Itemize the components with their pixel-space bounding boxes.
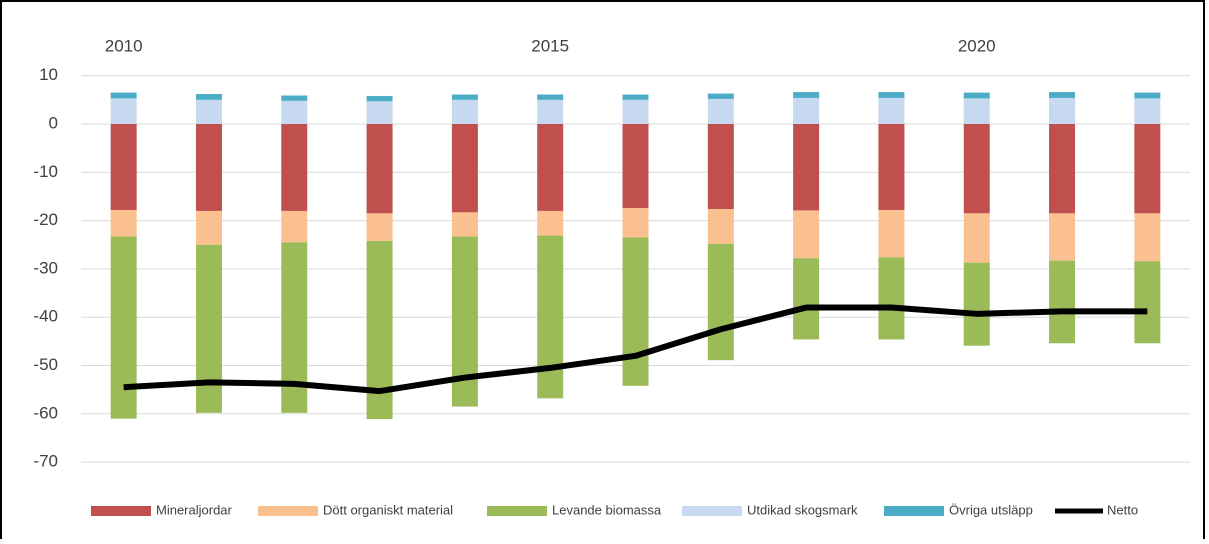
y-tick-label: -50 — [33, 355, 58, 374]
bar-segment — [110, 92, 137, 99]
bar-segment — [110, 236, 137, 419]
y-tick-label: -10 — [33, 162, 58, 181]
y-tick-label: -20 — [33, 210, 58, 229]
bar-segment — [707, 124, 734, 210]
bar-segment — [195, 94, 222, 100]
x-tick-label: 2015 — [531, 36, 569, 55]
bar-segment — [281, 95, 308, 101]
legend-swatch — [91, 506, 151, 516]
bar-segment — [622, 208, 649, 238]
bar-segment — [1049, 260, 1076, 344]
x-tick-label: 2020 — [958, 36, 996, 55]
bar-segment — [537, 124, 564, 211]
bar-segment — [281, 100, 308, 124]
bar-segment — [963, 262, 990, 346]
bar-segment — [1049, 124, 1076, 214]
bar-segment — [622, 237, 649, 386]
y-tick-label: -30 — [33, 258, 58, 277]
bar-segment — [622, 124, 649, 209]
legend-label: Utdikad skogsmark — [747, 502, 858, 517]
legend-label: Levande biomassa — [552, 502, 662, 517]
bar-segment — [537, 99, 564, 124]
bar-segment — [622, 99, 649, 124]
legend-label: Netto — [1107, 502, 1138, 517]
bar-segment — [366, 213, 393, 241]
bar-segment — [366, 95, 393, 102]
bar-segment — [366, 101, 393, 124]
legend-label: Mineraljordar — [156, 502, 233, 517]
bar-segment — [878, 92, 905, 98]
y-tick-label: 0 — [49, 113, 58, 132]
bar-segment — [1134, 213, 1161, 262]
bar-segment — [110, 124, 137, 210]
bar-segment — [878, 97, 905, 124]
bar-segment — [281, 210, 308, 243]
bar-segment — [707, 93, 734, 99]
bar-segment — [878, 124, 905, 210]
legend-label: Dött organiskt material — [323, 502, 453, 517]
line-series — [123, 304, 1148, 395]
bar-segment — [793, 124, 820, 211]
bar-segment — [537, 235, 564, 399]
bar-segment — [366, 124, 393, 214]
bar-segment — [1049, 213, 1076, 261]
bar-segment — [451, 212, 478, 237]
y-tick-label: -70 — [33, 452, 58, 471]
bar-segment — [451, 94, 478, 100]
bar-segment — [110, 98, 137, 124]
legend-swatch — [682, 506, 742, 516]
bar-segment — [195, 244, 222, 413]
bar-segment — [1134, 261, 1161, 344]
bar-segment — [1134, 92, 1161, 99]
bar-segment — [793, 97, 820, 124]
bar-segment — [281, 124, 308, 211]
bar-segment — [1049, 92, 1076, 98]
bar-segment — [451, 99, 478, 124]
bar-segment — [793, 258, 820, 340]
bar-segment — [110, 209, 137, 237]
bar-segment — [537, 94, 564, 100]
bar-segment — [878, 209, 905, 258]
bar-segment — [195, 210, 222, 245]
bar-segment — [793, 92, 820, 98]
bar-segment — [451, 124, 478, 213]
legend-swatch — [487, 506, 547, 516]
bar-segment — [622, 94, 649, 100]
bar-segment — [195, 99, 222, 124]
bar-segment — [963, 213, 990, 263]
bar-segment — [707, 243, 734, 361]
bar-segment — [963, 98, 990, 124]
y-tick-label: -40 — [33, 307, 58, 326]
bar-segment — [707, 209, 734, 244]
x-tick-label: 2010 — [105, 36, 143, 55]
y-tick-label: 10 — [39, 65, 58, 84]
bar-segment — [793, 210, 820, 259]
bar-segment — [707, 98, 734, 124]
bar-segment — [195, 124, 222, 211]
y-tick-label: -60 — [33, 403, 58, 422]
legend-swatch — [884, 506, 944, 516]
legend-label: Övriga utsläpp — [949, 502, 1033, 517]
bar-segment — [1134, 98, 1161, 124]
bar-segment — [878, 257, 905, 340]
legend-swatch — [258, 506, 318, 516]
bar-segment — [1134, 124, 1161, 214]
bar-segment — [1049, 97, 1076, 124]
bar-segment — [963, 92, 990, 99]
bar-segment — [963, 124, 990, 214]
bar-segment — [537, 210, 564, 236]
